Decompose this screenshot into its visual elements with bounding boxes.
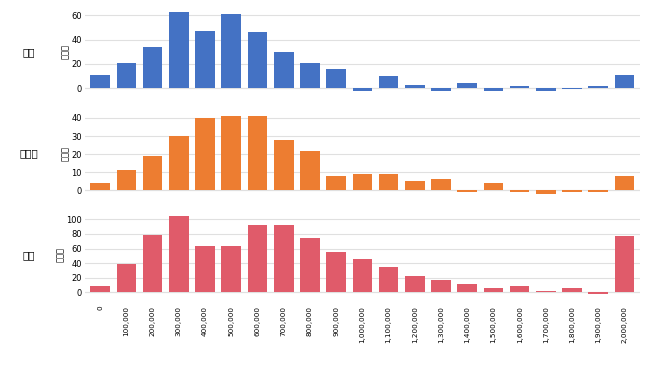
Bar [431,179,451,190]
Bar [379,174,398,190]
Bar [510,286,530,292]
Bar [484,183,503,190]
Bar [90,183,110,190]
Bar [326,252,346,292]
Bar [352,88,372,91]
Bar [143,235,162,292]
Bar [562,88,582,89]
Bar [615,75,634,88]
Bar [405,276,424,292]
Bar [484,88,503,91]
Bar [222,116,241,190]
Bar [458,284,477,292]
Bar [536,190,556,194]
Bar [379,267,398,292]
Bar [248,224,267,292]
Bar [326,69,346,88]
Bar [484,288,503,292]
Bar [588,190,608,192]
Bar [562,288,582,292]
Bar [274,224,294,292]
Bar [352,174,372,190]
Bar [169,136,188,190]
Bar [195,246,215,292]
Bar [222,14,241,88]
Bar [116,63,136,88]
Bar [195,31,215,88]
Y-axis label: 症例数: 症例数 [60,44,70,59]
Bar [90,75,110,88]
Bar [405,181,424,190]
Bar [169,216,188,292]
Bar [510,190,530,192]
Bar [510,86,530,88]
Bar [274,139,294,190]
Bar [326,176,346,190]
Bar [588,86,608,88]
Bar [431,280,451,292]
Bar [536,88,556,91]
Bar [222,246,241,292]
Bar [143,47,162,88]
Bar [116,264,136,292]
Bar [195,118,215,190]
Bar [405,85,424,88]
Text: 中等症: 中等症 [20,148,38,158]
Y-axis label: 症例数: 症例数 [56,247,64,262]
Bar [169,12,188,88]
Bar [143,156,162,190]
Bar [248,116,267,190]
Bar [588,292,608,294]
Bar [248,32,267,88]
Bar [431,88,451,91]
Bar [300,238,320,292]
Bar [274,52,294,88]
Bar [536,291,556,292]
Bar [116,170,136,190]
Bar [352,259,372,292]
Y-axis label: 症例数: 症例数 [60,146,70,161]
Bar [615,236,634,292]
Text: 重症: 重症 [23,250,35,260]
Text: 軽症: 軽症 [23,47,35,57]
Bar [379,76,398,88]
Bar [458,83,477,88]
Bar [458,190,477,192]
Bar [562,190,582,192]
Bar [615,176,634,190]
Bar [300,63,320,88]
Bar [300,150,320,190]
Bar [90,286,110,292]
